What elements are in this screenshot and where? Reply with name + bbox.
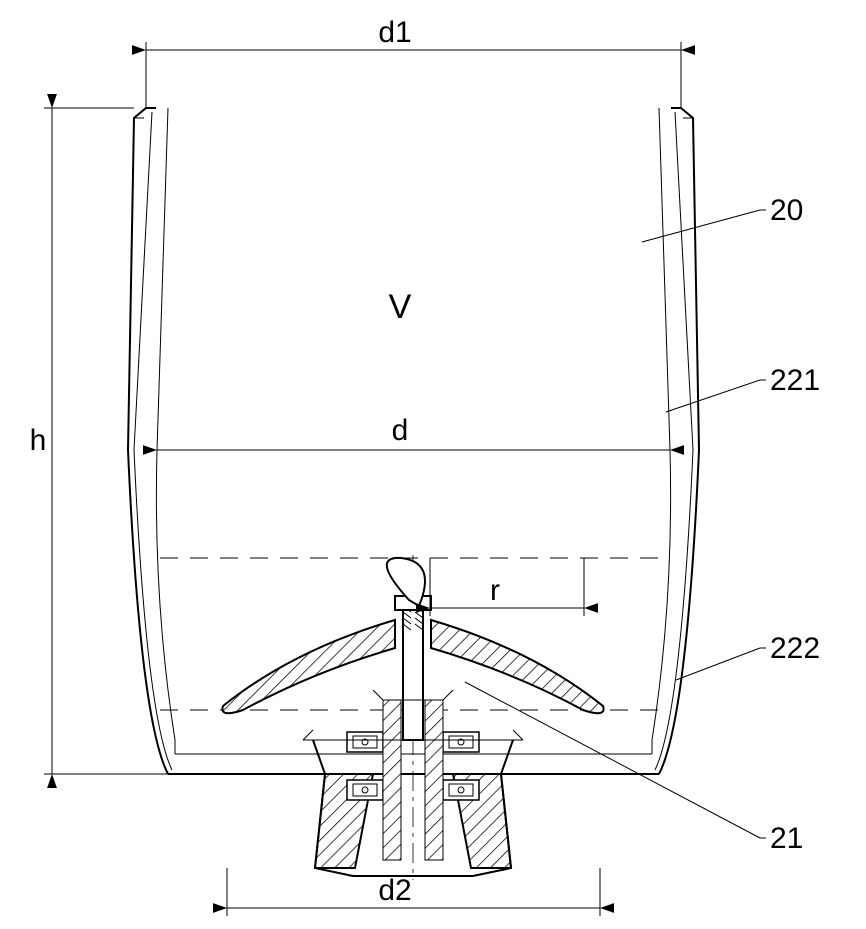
- dim-r: r: [490, 574, 500, 607]
- callout-221: 221: [770, 364, 820, 397]
- dim-d: d: [392, 414, 409, 447]
- dim-h: h: [30, 424, 47, 457]
- callout-20: 20: [770, 194, 803, 227]
- diagram-stage: d1 d r d2 h V 20 221 222 21: [0, 0, 866, 929]
- callout-21: 21: [770, 822, 803, 855]
- callout-222: 222: [770, 632, 820, 665]
- label-V: V: [389, 288, 412, 326]
- diagram-svg: d1 d r d2 h V 20 221 222 21: [0, 0, 866, 929]
- dim-d1: d1: [378, 16, 411, 49]
- dim-d2: d2: [378, 874, 411, 907]
